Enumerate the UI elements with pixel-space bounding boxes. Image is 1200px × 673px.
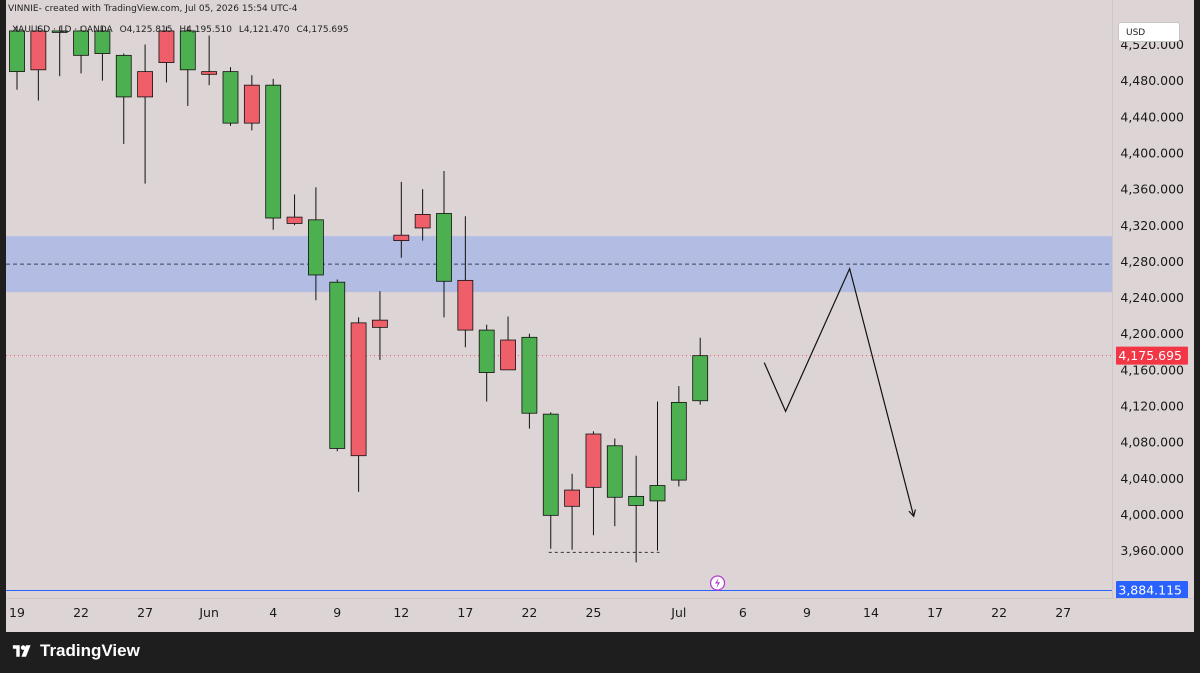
- current-price-label-box: [1116, 346, 1188, 365]
- bullish-candle[interactable]: [542, 413, 559, 516]
- bearish-candle[interactable]: [286, 216, 303, 224]
- bullish-candle[interactable]: [51, 30, 68, 33]
- time-tick-label: 9: [333, 605, 341, 620]
- brand-name: TradingView: [40, 641, 140, 660]
- bearish-candle[interactable]: [457, 279, 474, 331]
- time-tick-label: 27: [1055, 605, 1071, 620]
- ohlc-legend[interactable]: XAUUSD · 1D · OANDA O4,125.815 H4,195.51…: [12, 25, 353, 35]
- footer-bar: [0, 632, 1200, 673]
- bearish-candle[interactable]: [414, 214, 431, 229]
- bearish-candle[interactable]: [393, 234, 410, 242]
- candlestick-chart[interactable]: 3,920.0003,960.0004,000.0004,040.0004,08…: [6, 0, 1194, 632]
- time-tick-label: 17: [457, 605, 473, 620]
- legend-low: L4,121.470: [238, 25, 290, 35]
- time-tick-label: 19: [9, 605, 25, 620]
- legend-symbol: XAUUSD · 1D · OANDA: [12, 25, 113, 35]
- bullish-candle[interactable]: [692, 355, 709, 402]
- brand[interactable]: TradingView: [10, 640, 140, 662]
- price-tick-label: 4,040.000: [1120, 471, 1184, 486]
- bullish-candle[interactable]: [115, 54, 132, 98]
- bullish-candle[interactable]: [329, 281, 346, 449]
- bearish-candle[interactable]: [201, 71, 218, 75]
- currency-selector[interactable]: USD: [1118, 22, 1180, 42]
- bullish-candle[interactable]: [436, 213, 452, 282]
- low-marker-label: 3,884.115: [1118, 583, 1182, 598]
- bearish-candle[interactable]: [585, 433, 602, 488]
- price-tick-label: 4,440.000: [1120, 109, 1184, 124]
- bearish-candle[interactable]: [158, 30, 175, 63]
- bullish-candle[interactable]: [9, 30, 25, 73]
- bullish-candle[interactable]: [478, 329, 495, 373]
- current-price-label: 4,175.695: [1118, 348, 1182, 363]
- price-tick-label: 4,280.000: [1120, 254, 1184, 269]
- price-tick-label: 4,000.000: [1120, 507, 1184, 522]
- bullish-candle[interactable]: [179, 30, 196, 71]
- bullish-candle[interactable]: [628, 495, 645, 506]
- projection-path[interactable]: [763, 266, 915, 517]
- price-tick-label: 4,320.000: [1120, 218, 1184, 233]
- lightning-glyph: [715, 578, 721, 588]
- bullish-candle[interactable]: [606, 445, 623, 498]
- time-tick-label: Jul: [670, 605, 686, 620]
- time-tick-label: 12: [393, 605, 409, 620]
- bullish-candle[interactable]: [222, 71, 239, 124]
- bearish-candle[interactable]: [564, 489, 580, 507]
- candles-group: [9, 26, 709, 563]
- time-tick-label: 22: [521, 605, 537, 620]
- legend-high: H4,195.510: [179, 25, 232, 35]
- time-tick-label: 4: [269, 605, 277, 620]
- legend-close: C4,175.695: [296, 25, 349, 35]
- price-tick-label: 4,400.000: [1120, 145, 1184, 160]
- bearish-candle[interactable]: [372, 319, 388, 328]
- price-tick-label: 4,240.000: [1120, 290, 1184, 305]
- time-tick-label: 6: [739, 605, 747, 620]
- price-tick-label: 3,960.000: [1120, 543, 1184, 558]
- tradingview-logo-icon: [12, 645, 31, 657]
- bullish-candle[interactable]: [94, 30, 111, 54]
- price-tick-label: 4,480.000: [1120, 73, 1184, 88]
- low-marker-label-box: [1116, 581, 1188, 599]
- bearish-candle[interactable]: [350, 322, 367, 457]
- chart-header-title: VINNIE- created with TradingView.com, Ju…: [8, 4, 298, 14]
- bullish-candle[interactable]: [307, 219, 324, 276]
- bearish-candle[interactable]: [500, 339, 516, 371]
- time-tick-label: Jun: [198, 605, 219, 620]
- price-tick-label: 4,360.000: [1120, 182, 1184, 197]
- bullish-candle[interactable]: [521, 336, 538, 414]
- bearish-candle[interactable]: [137, 71, 154, 98]
- legend-open: O4,125.815: [119, 25, 173, 35]
- bearish-candle[interactable]: [243, 84, 260, 124]
- bearish-candle[interactable]: [30, 30, 47, 71]
- price-tick-label: 4,080.000: [1120, 435, 1184, 450]
- projection-arrowhead: [908, 509, 916, 518]
- bullish-candle[interactable]: [670, 401, 687, 481]
- time-tick-label: 14: [863, 605, 879, 620]
- chart-panel: 3,920.0003,960.0004,000.0004,040.0004,08…: [6, 0, 1194, 632]
- time-tick-label: 17: [927, 605, 943, 620]
- time-tick-label: 22: [73, 605, 89, 620]
- price-tick-label: 4,160.000: [1120, 362, 1184, 377]
- price-tick-label: 4,200.000: [1120, 326, 1184, 341]
- time-tick-label: 25: [585, 605, 601, 620]
- bullish-candle[interactable]: [649, 485, 666, 502]
- time-tick-label: 22: [991, 605, 1007, 620]
- bullish-candle[interactable]: [73, 30, 89, 56]
- time-tick-label: 9: [803, 605, 811, 620]
- bullish-candle[interactable]: [265, 84, 282, 219]
- time-tick-label: 27: [137, 605, 153, 620]
- price-tick-label: 4,120.000: [1120, 399, 1184, 414]
